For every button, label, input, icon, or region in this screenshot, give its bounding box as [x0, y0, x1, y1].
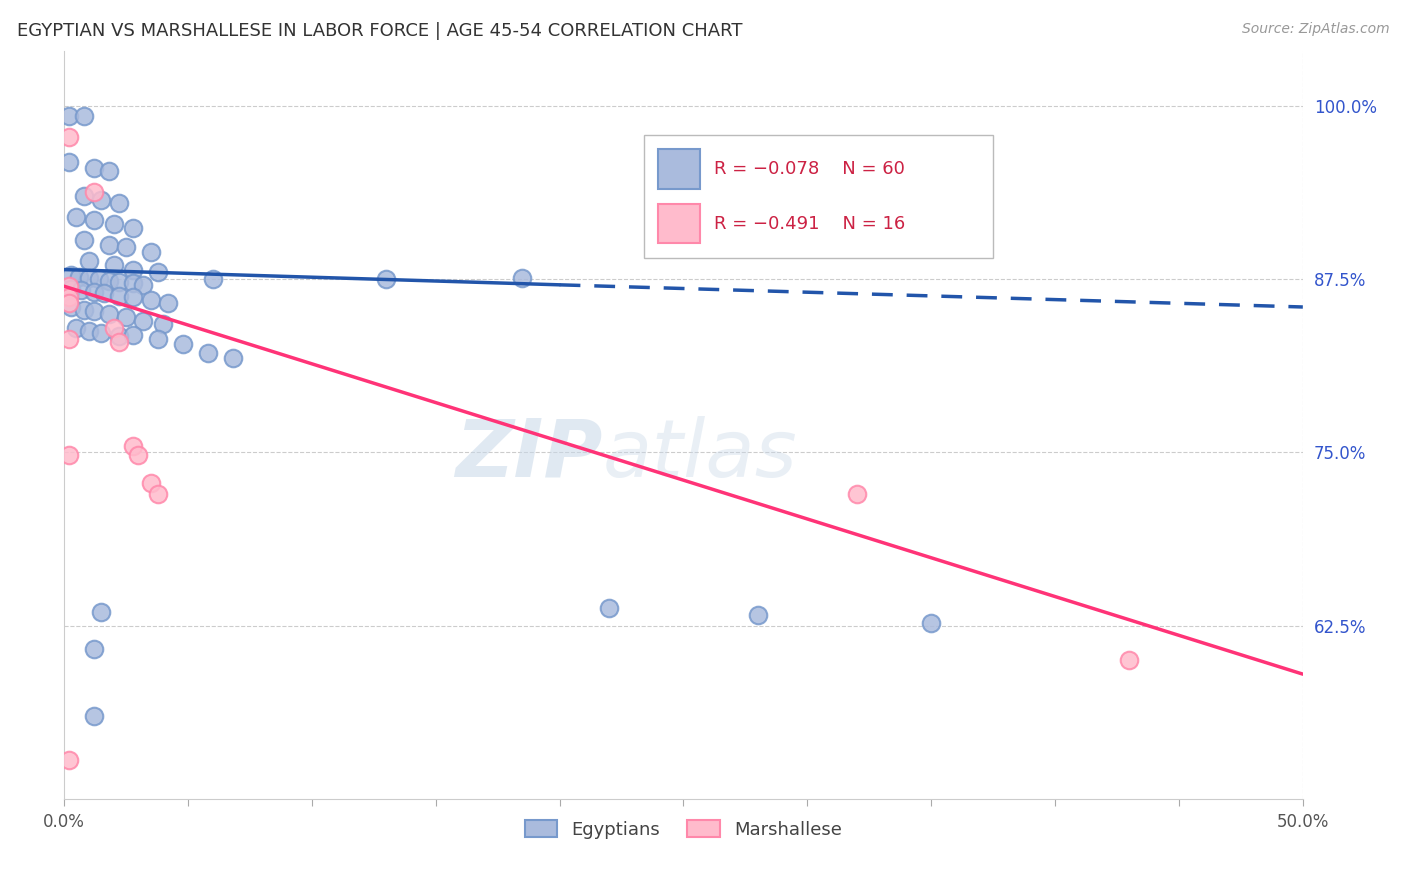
- Point: [103, 259, 125, 273]
- Point: [172, 337, 194, 351]
- Point: [103, 320, 125, 334]
- Point: [157, 296, 180, 310]
- Point: [221, 351, 243, 366]
- Point: [87, 272, 110, 286]
- Point: [83, 708, 105, 723]
- Point: [139, 244, 162, 259]
- Text: ZIP: ZIP: [456, 416, 603, 493]
- Point: [107, 196, 129, 211]
- Point: [201, 272, 224, 286]
- Point: [127, 448, 149, 462]
- Point: [77, 254, 100, 268]
- Text: EGYPTIAN VS MARSHALLESE IN LABOR FORCE | AGE 45-54 CORRELATION CHART: EGYPTIAN VS MARSHALLESE IN LABOR FORCE |…: [17, 22, 742, 40]
- Point: [83, 161, 105, 176]
- Point: [122, 290, 145, 304]
- Point: [83, 212, 105, 227]
- Point: [58, 129, 80, 144]
- Point: [90, 194, 112, 208]
- Point: [107, 329, 129, 343]
- Point: [148, 332, 170, 346]
- Point: [122, 277, 145, 291]
- Point: [107, 275, 129, 289]
- Point: [375, 272, 398, 286]
- Point: [107, 289, 129, 303]
- Point: [73, 302, 96, 317]
- Point: [139, 293, 162, 307]
- Point: [65, 210, 87, 224]
- Point: [67, 269, 90, 284]
- Text: Source: ZipAtlas.com: Source: ZipAtlas.com: [1241, 22, 1389, 37]
- Point: [107, 334, 129, 349]
- Point: [148, 265, 170, 279]
- Point: [598, 600, 620, 615]
- Point: [83, 304, 105, 318]
- Point: [103, 217, 125, 231]
- Point: [65, 320, 87, 334]
- Point: [152, 317, 174, 331]
- Point: [58, 290, 80, 304]
- Point: [747, 607, 769, 622]
- Point: [845, 487, 868, 501]
- Point: [58, 154, 80, 169]
- Point: [83, 285, 105, 299]
- Point: [97, 237, 120, 252]
- Point: [58, 753, 80, 767]
- Point: [73, 234, 96, 248]
- Point: [83, 642, 105, 657]
- Point: [58, 332, 80, 346]
- Point: [122, 221, 145, 235]
- Text: atlas: atlas: [603, 416, 797, 493]
- Legend: Egyptians, Marshallese: Egyptians, Marshallese: [517, 813, 849, 846]
- Point: [920, 615, 942, 630]
- Point: [132, 277, 155, 292]
- Point: [77, 271, 100, 285]
- Point: [512, 271, 534, 285]
- Point: [115, 240, 138, 254]
- Text: R = −0.078    N = 60: R = −0.078 N = 60: [714, 161, 905, 178]
- Point: [58, 109, 80, 123]
- Point: [122, 327, 145, 342]
- Point: [58, 279, 80, 293]
- Point: [70, 284, 93, 298]
- Point: [90, 605, 112, 619]
- Point: [73, 109, 96, 123]
- Point: [97, 274, 120, 288]
- Point: [115, 310, 138, 324]
- Point: [132, 314, 155, 328]
- Point: [58, 296, 80, 310]
- Point: [93, 286, 115, 301]
- Point: [77, 324, 100, 338]
- Point: [60, 300, 83, 314]
- Point: [97, 307, 120, 321]
- Point: [197, 345, 219, 359]
- Point: [90, 326, 112, 341]
- Point: [83, 185, 105, 199]
- Point: [148, 487, 170, 501]
- Point: [60, 268, 83, 282]
- Point: [139, 475, 162, 490]
- Point: [73, 189, 96, 203]
- Point: [1118, 653, 1140, 667]
- Text: R = −0.491    N = 16: R = −0.491 N = 16: [714, 215, 905, 233]
- Point: [97, 164, 120, 178]
- Point: [122, 438, 145, 452]
- Point: [122, 262, 145, 277]
- Point: [58, 448, 80, 462]
- Point: [60, 282, 83, 296]
